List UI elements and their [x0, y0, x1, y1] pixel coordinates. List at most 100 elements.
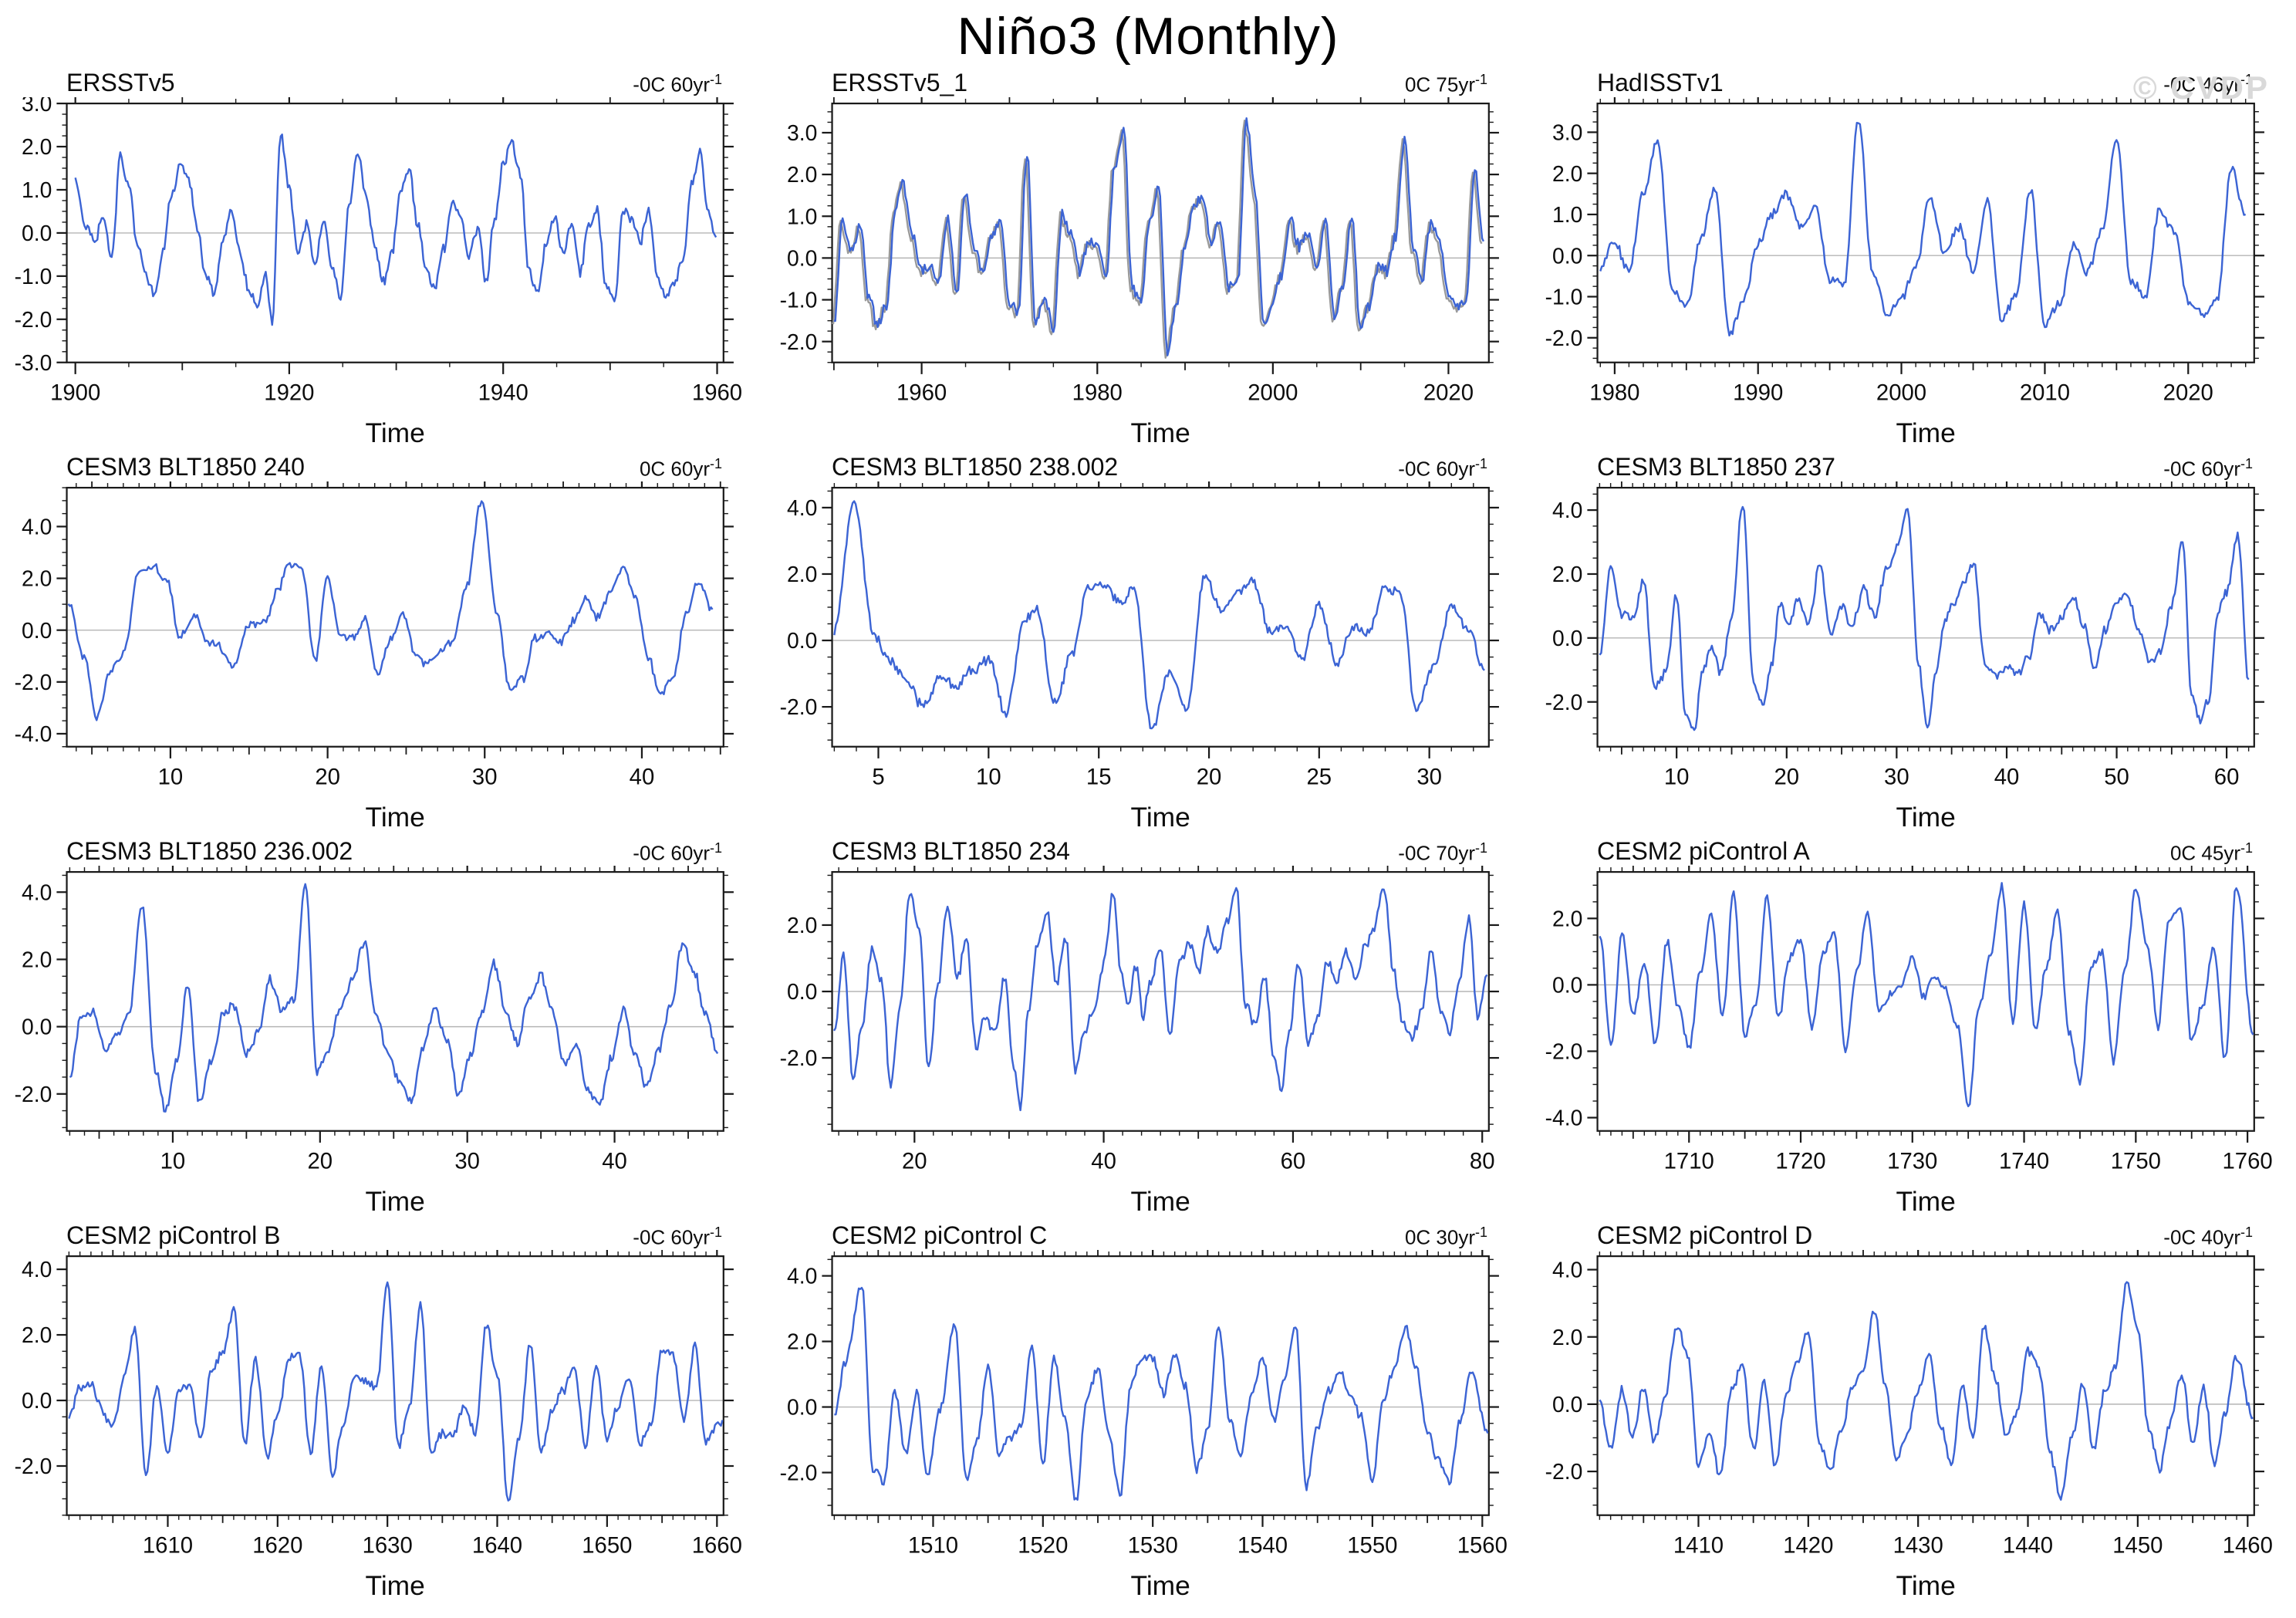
x-tick-label: 10 [160, 1148, 186, 1174]
y-tick-label: -2.0 [1545, 1039, 1583, 1064]
chart-panel: CESM2 piControl D -0C 40yr-1 1410 1420 143… [1531, 1221, 2296, 1605]
x-tick-label: 1730 [1887, 1148, 1937, 1174]
y-tick-label: 0.0 [22, 1015, 52, 1039]
y-ticks [56, 487, 734, 748]
timeseries-plot: 10 20 30 40 50 60 4.0 2.0 0.0 -2.0 Time [1545, 481, 2264, 833]
chart-panel: CESM2 piControl A 0C 45yr-1 1710 1720 1730… [1531, 836, 2296, 1221]
timeseries-plot: 1710 1720 1730 1740 1750 1760 2.0 0.0 -2.0 -4.0 Ti… [1545, 866, 2273, 1217]
panel-trend-label: -0C 70yr-1 [1398, 840, 1487, 866]
y-tick-label: -1.0 [15, 264, 52, 289]
panel-trend-value: -0C 60yr [2163, 458, 2240, 481]
series-line [69, 883, 719, 1113]
timeseries-plot: 1960 1980 2000 2020 3.0 2.0 1.0 0.0 -1.0 -2.0 Time [780, 97, 1499, 448]
tick-labels: 1510 1520 1530 1540 1550 1560 4.0 2.0 0.0 -2.0 [780, 1264, 1508, 1559]
tick-labels: 10 20 30 40 50 60 4.0 2.0 0.0 -2.0 [1545, 498, 2240, 789]
panel-title: ERSSTv5 [66, 69, 175, 96]
x-axis-label: Time [1896, 802, 1956, 833]
y-tick-label: -2.0 [15, 307, 52, 332]
x-tick-label: 40 [1994, 764, 2020, 789]
panel-trend-exponent: -1 [709, 456, 722, 472]
y-ticks [1587, 884, 2264, 1119]
y-tick-label: 4.0 [1552, 1258, 1582, 1282]
panel-header: ERSSTv5_1 0C 75yr-1 [765, 68, 1531, 97]
x-tick-label: 1420 [1783, 1532, 1833, 1558]
panel-trend-exponent: -1 [2240, 72, 2253, 88]
x-ticks [832, 97, 1450, 374]
y-tick-label: -3.0 [15, 350, 52, 375]
series-line [74, 133, 718, 326]
plot-box [66, 870, 724, 1132]
panel-header: CESM2 piControl B -0C 60yr-1 [0, 1221, 765, 1250]
tick-labels: 1610 1620 1630 1640 1650 1660 4.0 2.0 0.0 -2.0 [15, 1257, 742, 1558]
chart-panel: CESM3 BLT1850 237 -0C 60yr-1 10 20 30 40 50 6… [1531, 452, 2296, 836]
series-line [834, 1286, 1489, 1501]
plot-box [1596, 870, 2255, 1132]
x-tick-label: 1740 [1999, 1148, 2049, 1174]
x-tick-label: 30 [1884, 764, 1909, 789]
y-tick-label: 2.0 [1552, 161, 1582, 186]
y-tick-label: 0.0 [22, 1388, 52, 1413]
y-tick-label: -2.0 [1545, 1459, 1583, 1484]
x-tick-label: 1610 [143, 1532, 193, 1558]
y-tick-label: 4.0 [22, 515, 52, 539]
panel-trend-exponent: -1 [709, 1224, 722, 1241]
plot-box [66, 486, 724, 748]
y-tick-label: 3.0 [1552, 120, 1582, 144]
x-tick-label: 1620 [252, 1532, 302, 1558]
panel-header: CESM2 piControl C 0C 30yr-1 [765, 1221, 1531, 1250]
timeseries-plot: 1980 1990 2000 2010 2020 3.0 2.0 1.0 0.0 -1.0 -2.0… [1545, 97, 2264, 448]
x-tick-label: 20 [308, 1148, 333, 1174]
panel-trend-label: 0C 30yr-1 [1405, 1224, 1487, 1250]
x-tick-label: 1720 [1775, 1148, 1825, 1174]
x-tick-label: 1510 [908, 1532, 958, 1558]
panel-title: ERSSTv5_1 [832, 69, 968, 96]
x-tick-label: 80 [1470, 1148, 1495, 1174]
panel-trend-value: 0C 45yr [2169, 842, 2240, 865]
panel-title: CESM3 BLT1850 236.002 [66, 837, 353, 865]
panel-title: CESM3 BLT1850 238.002 [832, 453, 1119, 481]
x-tick-label: 1760 [2223, 1148, 2273, 1174]
x-tick-label: 40 [602, 1148, 627, 1174]
panel-title: CESM3 BLT1850 237 [1597, 453, 1835, 481]
x-axis-label: Time [1131, 1187, 1190, 1217]
page-title: Niño3 (Monthly) [957, 7, 1339, 66]
panel-trend-label: -0C 60yr-1 [633, 72, 722, 97]
y-tick-label: 2.0 [1552, 562, 1582, 586]
panel-header: CESM2 piControl D -0C 40yr-1 [1531, 1221, 2296, 1250]
y-tick-label: -2.0 [15, 1454, 52, 1478]
y-tick-label: 0.0 [1552, 243, 1582, 268]
x-tick-label: 1990 [1733, 380, 1783, 405]
x-ticks [74, 97, 718, 374]
panel-trend-label: 0C 45yr-1 [2170, 840, 2253, 866]
x-axis-label: Time [1131, 418, 1190, 448]
timeseries-plot: 5 10 15 20 25 30 4.0 2.0 0.0 -2.0 Time [780, 481, 1499, 833]
chart-panel: HadISSTv1 -0C 46yr-1 1980 1990 2000 2010 202… [1531, 68, 2296, 452]
y-tick-label: 2.0 [22, 134, 52, 159]
panels-grid: ERSSTv5 -0C 60yr-1 1900 1920 1940 1960 3.0 2.… [0, 68, 2296, 1605]
x-tick-label: 10 [976, 764, 1001, 789]
x-tick-label: 30 [454, 1148, 480, 1174]
x-tick-label: 50 [2104, 764, 2129, 789]
x-tick-label: 1440 [2003, 1532, 2053, 1558]
x-tick-label: 20 [1774, 764, 1800, 789]
x-axis-label: Time [1896, 1187, 1956, 1217]
chart-panel: CESM2 piControl C 0C 30yr-1 1510 1520 1530… [765, 1221, 1531, 1605]
y-tick-label: 2.0 [22, 947, 52, 972]
x-tick-label: 2020 [1423, 380, 1474, 405]
plot-box [831, 486, 1490, 748]
x-tick-label: 1430 [1893, 1532, 1943, 1558]
chart-panel: CESM3 BLT1850 238.002 -0C 60yr-1 5 10 15 20… [765, 452, 1531, 836]
panel-trend-label: -0C 46yr-1 [2163, 72, 2253, 97]
y-tick-label: 2.0 [1552, 906, 1582, 931]
x-tick-label: 1560 [1457, 1532, 1508, 1558]
x-tick-label: 1640 [472, 1532, 522, 1558]
timeseries-plot: 1900 1920 1940 1960 3.0 2.0 1.0 0.0 -1.0 -2.0 -3.0… [15, 97, 742, 448]
x-tick-label: 2010 [2020, 380, 2070, 405]
y-tick-label: -2.0 [1545, 690, 1583, 714]
series-line-shadow [831, 120, 1483, 359]
y-tick-label: 2.0 [1552, 1325, 1582, 1349]
y-tick-label: 0.0 [1552, 973, 1582, 998]
timeseries-plot: 1510 1520 1530 1540 1550 1560 4.0 2.0 0.0 -2.0 Tim… [780, 1250, 1508, 1601]
y-ticks [56, 874, 734, 1129]
x-tick-label: 40 [630, 764, 655, 789]
